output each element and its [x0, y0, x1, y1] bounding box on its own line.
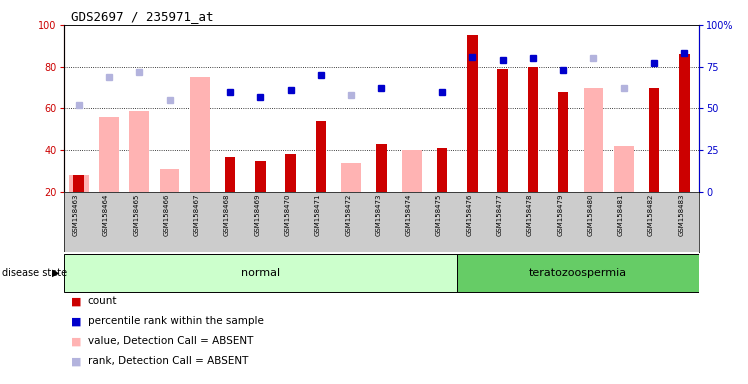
Bar	[160, 169, 180, 192]
Text: GSM158467: GSM158467	[194, 193, 200, 236]
Bar	[402, 150, 422, 192]
Text: GSM158468: GSM158468	[224, 193, 230, 236]
Text: disease state: disease state	[2, 268, 67, 278]
Text: GSM158471: GSM158471	[315, 193, 321, 236]
Bar	[583, 88, 603, 192]
Bar	[99, 117, 119, 192]
Bar	[527, 67, 538, 192]
Text: ■: ■	[71, 296, 82, 306]
Text: ■: ■	[71, 356, 82, 366]
Bar	[558, 92, 568, 192]
Text: GSM158483: GSM158483	[678, 193, 684, 236]
Bar	[69, 175, 88, 192]
Text: teratozoospermia: teratozoospermia	[530, 268, 628, 278]
Bar	[129, 111, 149, 192]
Text: GSM158477: GSM158477	[497, 193, 503, 236]
Text: GSM158463: GSM158463	[73, 193, 79, 236]
Text: GSM158479: GSM158479	[557, 193, 563, 236]
Text: GSM158466: GSM158466	[164, 193, 170, 236]
Text: GSM158473: GSM158473	[375, 193, 381, 236]
Bar	[190, 77, 209, 192]
Bar	[437, 148, 447, 192]
Bar	[225, 157, 236, 192]
Text: value, Detection Call = ABSENT: value, Detection Call = ABSENT	[88, 336, 253, 346]
Bar	[285, 154, 296, 192]
Bar	[457, 254, 699, 292]
Text: ■: ■	[71, 336, 82, 346]
Text: GSM158474: GSM158474	[405, 193, 411, 235]
Text: GSM158476: GSM158476	[466, 193, 472, 236]
Text: GSM158464: GSM158464	[103, 193, 109, 235]
Bar	[376, 144, 387, 192]
Text: GSM158475: GSM158475	[436, 193, 442, 235]
Bar	[497, 69, 508, 192]
Text: percentile rank within the sample: percentile rank within the sample	[88, 316, 263, 326]
Bar	[255, 161, 266, 192]
Bar	[679, 54, 690, 192]
Text: GSM158482: GSM158482	[648, 193, 654, 235]
Bar	[316, 121, 326, 192]
Text: GSM158481: GSM158481	[618, 193, 624, 236]
Bar	[649, 88, 659, 192]
Text: ▶: ▶	[52, 268, 60, 278]
Bar	[64, 254, 457, 292]
Bar	[614, 146, 634, 192]
Text: GSM158478: GSM158478	[527, 193, 533, 236]
Text: GSM158480: GSM158480	[587, 193, 593, 236]
Bar	[73, 175, 84, 192]
Text: GSM158465: GSM158465	[133, 193, 139, 235]
Text: GSM158469: GSM158469	[254, 193, 260, 236]
Text: normal: normal	[241, 268, 280, 278]
Text: GSM158472: GSM158472	[346, 193, 352, 235]
Text: count: count	[88, 296, 117, 306]
Text: ■: ■	[71, 316, 82, 326]
Bar	[467, 35, 478, 192]
Text: GSM158470: GSM158470	[285, 193, 291, 236]
Text: GDS2697 / 235971_at: GDS2697 / 235971_at	[71, 10, 214, 23]
Bar	[341, 163, 361, 192]
Text: rank, Detection Call = ABSENT: rank, Detection Call = ABSENT	[88, 356, 248, 366]
